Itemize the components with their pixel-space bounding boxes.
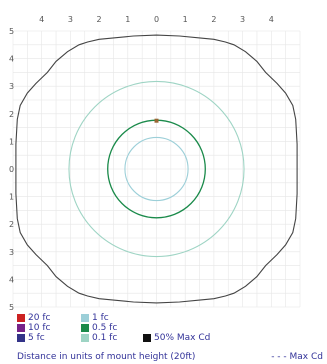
legend-item-20fc: 20 fc	[17, 313, 50, 323]
x-tick-label: 3	[68, 15, 73, 24]
legend-item-1fc: 1 fc	[81, 313, 109, 323]
y-tick-label: 2	[9, 110, 14, 119]
y-tick-label: 5	[9, 27, 14, 36]
grid-lines	[12, 30, 301, 308]
x-tick-label: 1	[183, 15, 188, 24]
legend-item-5fc: 5 fc	[17, 333, 45, 343]
legend-item-50pct-max-cd: 50% Max Cd	[143, 333, 210, 343]
legend-swatch-20fc	[17, 314, 25, 322]
legend-item-05fc: 0.5 fc	[81, 323, 117, 333]
contour-max-cd	[15, 34, 298, 304]
isofootcandle-chart: 4 3 2 1 0 1 2 3 4 5 4 3 2 1 0 1 2 3 4 5	[9, 15, 301, 312]
x-tick-labels: 4 3 2 1 0 1 2 3 4	[39, 15, 274, 24]
y-tick-label: 3	[9, 82, 14, 91]
marker-50pct-max-cd	[154, 118, 159, 123]
legend-item-10fc: 10 fc	[17, 323, 50, 333]
legend-item-01fc: 0.1 fc	[81, 333, 117, 343]
x-tick-label: 0	[154, 15, 159, 24]
legend-label-1fc: 1 fc	[92, 313, 109, 323]
legend-swatch-10fc	[17, 324, 25, 332]
legend-swatch-5fc	[17, 334, 25, 342]
legend-label-10fc: 10 fc	[28, 323, 51, 333]
y-tick-label: 3	[9, 248, 14, 257]
legend-swatch-05fc	[81, 324, 89, 332]
x-tick-label: 4	[269, 15, 274, 24]
x-tick-label: 2	[97, 15, 102, 24]
y-tick-label: 4	[9, 55, 14, 64]
y-tick-label: 4	[9, 275, 14, 284]
legend-swatch-01fc	[81, 334, 89, 342]
contour-1fc	[124, 136, 189, 202]
legend-swatch-50pct-max-cd	[143, 334, 151, 342]
legend: 20 fc 10 fc 5 fc 1 fc 0.5 fc 0.1 fc 50% …	[17, 313, 325, 363]
y-tick-labels: 5 4 3 2 1 0 1 2 3 4 5	[9, 27, 14, 312]
max-cd-label: - - - Max Cd	[271, 352, 323, 362]
x-tick-label: 3	[240, 15, 245, 24]
x-axis-label: Distance in units of mount height (20ft)	[17, 352, 196, 362]
x-tick-label: 1	[125, 15, 130, 24]
legend-label-50pct-max-cd: 50% Max Cd	[154, 333, 211, 343]
x-tick-label: 2	[211, 15, 216, 24]
x-tick-label: 4	[39, 15, 44, 24]
y-tick-label: 2	[9, 220, 14, 229]
contour-lines	[15, 34, 298, 304]
legend-label-01fc: 0.1 fc	[92, 333, 118, 343]
legend-label-20fc: 20 fc	[28, 313, 51, 323]
contour-01fc	[68, 80, 245, 258]
legend-label-05fc: 0.5 fc	[92, 323, 118, 333]
y-tick-label: 0	[9, 165, 14, 174]
y-tick-label: 5	[9, 303, 14, 312]
legend-swatch-1fc	[81, 314, 89, 322]
legend-label-5fc: 5 fc	[28, 333, 45, 343]
y-tick-label: 1	[9, 137, 14, 146]
markers	[154, 118, 159, 123]
y-tick-label: 1	[9, 193, 14, 202]
